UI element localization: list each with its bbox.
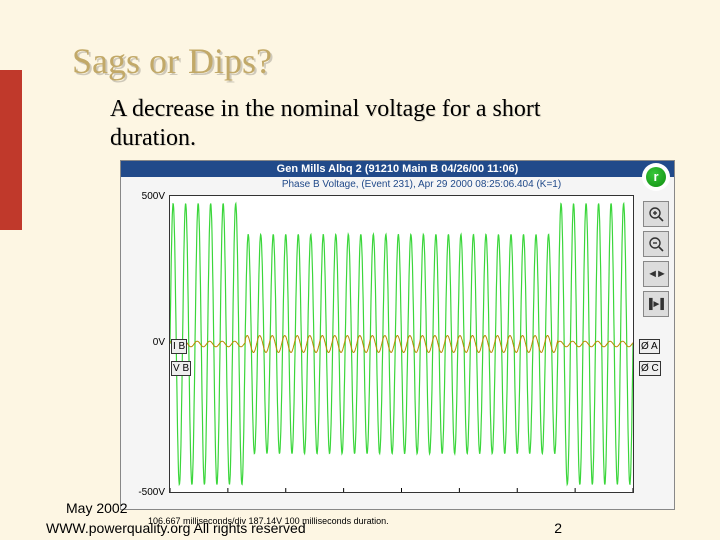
zoom-in-icon	[648, 206, 664, 222]
waveform-svg	[170, 196, 633, 492]
zoom-out-icon	[648, 236, 664, 252]
slide-number: 2	[554, 520, 562, 536]
slide-subtitle: A decrease in the nominal voltage for a …	[110, 95, 630, 153]
oscilloscope-window: Gen Mills Albq 2 (91210 Main B 04/26/00 …	[120, 160, 675, 510]
marker-vb[interactable]: V B	[171, 361, 191, 376]
y-axis-max: 500V	[125, 191, 165, 202]
brand-logo: r	[642, 163, 670, 191]
footer-date: May 2002	[66, 500, 127, 516]
cursor-icon: ▐►▌	[645, 299, 666, 310]
pan-icon: ◄►	[647, 268, 665, 280]
zoom-out-button[interactable]	[643, 231, 669, 257]
marker-oa[interactable]: Ø A	[639, 339, 660, 354]
y-axis-min: -500V	[125, 487, 165, 498]
scope-subtitle: Phase B Voltage, (Event 231), Apr 29 200…	[121, 177, 674, 190]
marker-oc[interactable]: Ø C	[639, 361, 661, 376]
logo-letter: r	[646, 167, 666, 187]
slide-title: Sags or Dips?	[72, 40, 272, 82]
footer-text: WWW.powerquality.org All rights reserved	[46, 520, 306, 536]
scope-titlebar: Gen Mills Albq 2 (91210 Main B 04/26/00 …	[121, 161, 674, 177]
marker-ib[interactable]: I B	[171, 339, 187, 354]
y-axis-mid: 0V	[125, 337, 165, 348]
zoom-in-button[interactable]	[643, 201, 669, 227]
plot-area	[169, 195, 634, 493]
scope-title-text: Gen Mills Albq 2 (91210 Main B 04/26/00 …	[277, 163, 519, 175]
accent-bar	[0, 70, 22, 230]
cursor-button[interactable]: ▐►▌	[643, 291, 669, 317]
pan-button[interactable]: ◄►	[643, 261, 669, 287]
